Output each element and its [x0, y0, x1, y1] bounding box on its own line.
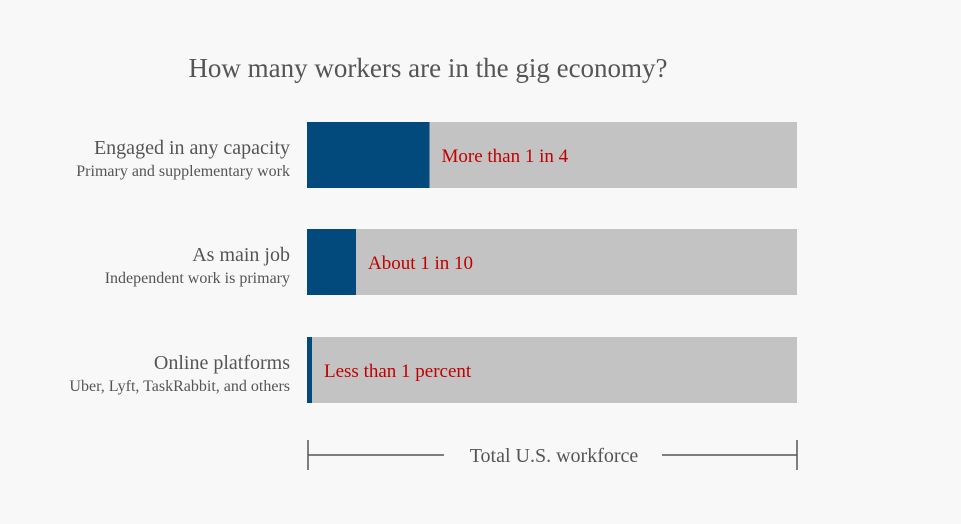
category-label-online-platforms: Online platforms: [154, 352, 290, 374]
gig-share-bar-online-platforms: [307, 337, 312, 403]
chart-title: How many workers are in the gig economy?: [188, 53, 667, 83]
value-label-online-platforms: Less than 1 percent: [324, 361, 472, 382]
workforce-axis: Total U.S. workforce: [307, 440, 798, 470]
gig-share-bar-engaged-in-any-capacity: [307, 122, 430, 188]
category-sublabel-as-main-job: Independent work is primary: [105, 270, 290, 287]
category-label-as-main-job: As main job: [192, 244, 290, 266]
gig-share-bar-as-main-job: [307, 229, 356, 295]
category-sublabel-online-platforms: Uber, Lyft, TaskRabbit, and others: [69, 378, 290, 395]
bars-group: More than 1 in 4 Engaged in any capacity P…: [69, 122, 797, 403]
workforce-bar-online-platforms: [307, 337, 797, 403]
category-sublabel-engaged-in-any-capacity: Primary and supplementary work: [76, 163, 290, 180]
value-label-engaged-in-any-capacity: More than 1 in 4: [442, 146, 569, 167]
category-label-engaged-in-any-capacity: Engaged in any capacity: [94, 137, 290, 159]
axis-caption: Total U.S. workforce: [470, 445, 639, 467]
value-label-as-main-job: About 1 in 10: [368, 253, 473, 274]
workforce-bar-as-main-job: [307, 229, 797, 295]
